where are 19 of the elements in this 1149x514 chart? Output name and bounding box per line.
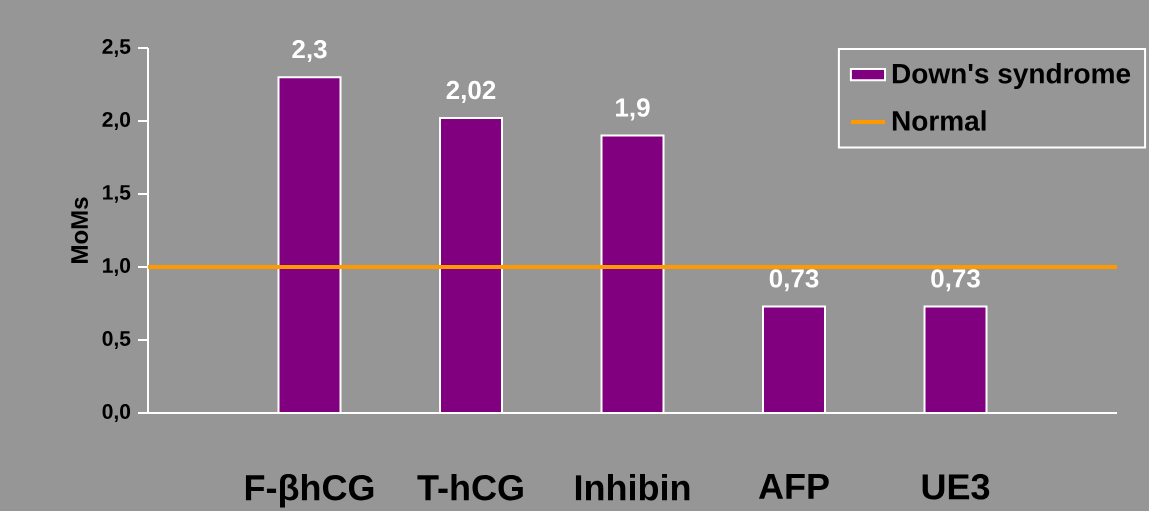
- y-tick-label: 1,0: [103, 257, 131, 276]
- x-tick-label: T-hCG: [417, 473, 523, 501]
- y-axis-title: MoMs: [71, 197, 88, 263]
- y-tick-label: 0,5: [102, 330, 131, 349]
- y-tick-label: 1,5: [103, 185, 131, 203]
- y-tick-label: 2,0: [102, 111, 131, 130]
- legend-label: Normal: [892, 110, 986, 131]
- data-label: 1,9: [616, 98, 650, 121]
- x-tick-label: UE3: [922, 473, 990, 500]
- x-tick-label: Inhibin: [575, 473, 690, 501]
- x-tick-label: F-βhCG: [245, 473, 374, 508]
- data-label: 0,73: [769, 269, 819, 292]
- x-tick-label: AFP: [758, 473, 829, 499]
- y-tick-label: 2,5: [102, 38, 131, 57]
- data-label: 2,02: [446, 80, 496, 103]
- data-label: 2,3: [292, 39, 327, 62]
- y-tick-label: 0,0: [102, 403, 131, 422]
- legend-label: Down's syndrome: [892, 62, 1131, 89]
- data-label: 0,73: [931, 269, 980, 292]
